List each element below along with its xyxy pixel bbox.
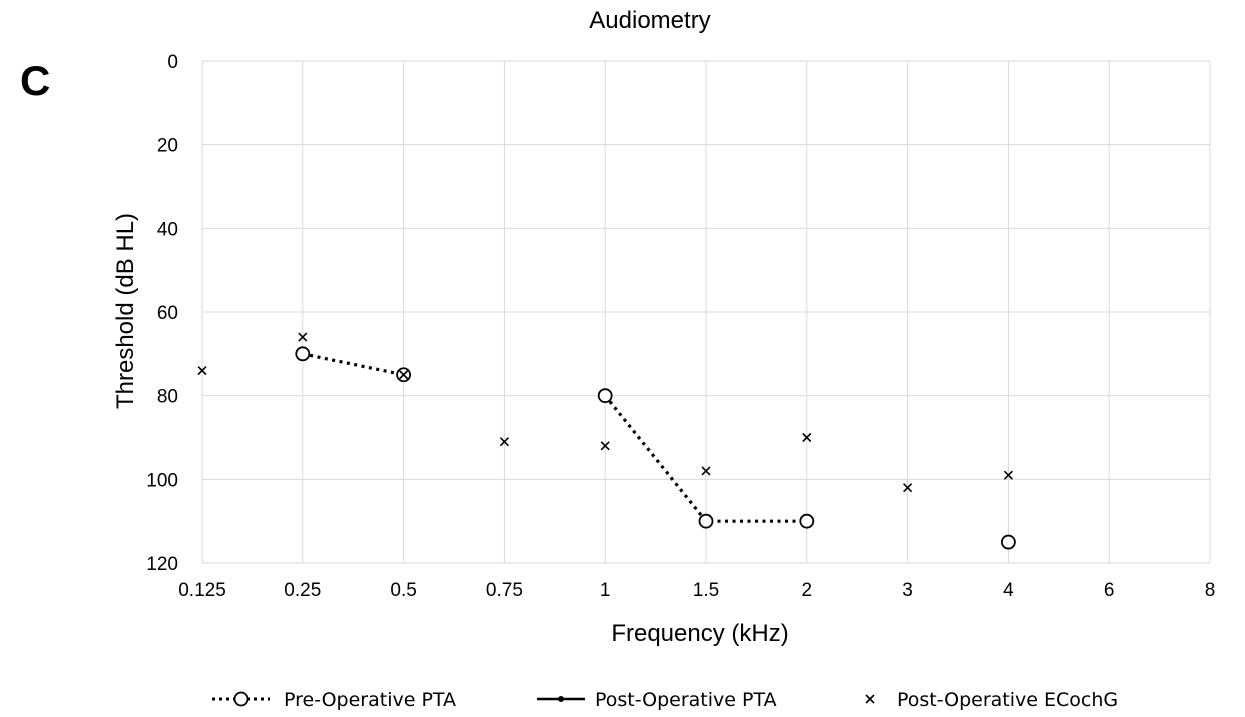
pre-op-pta-point <box>698 513 714 529</box>
x-tick-label: 0.5 <box>390 580 416 601</box>
ecochg-point <box>903 483 913 493</box>
pre-op-pta-line <box>603 394 807 523</box>
y-tick-label: 0 <box>167 52 178 73</box>
legend-swatch-marker <box>865 694 875 704</box>
ecochg-point <box>399 370 409 380</box>
x-tick-label: 8 <box>1205 580 1216 601</box>
legend-item-post-op-pta: Post-Operative PTA <box>537 689 777 711</box>
ecochg-point <box>802 432 812 443</box>
pre-op-pta-point <box>597 388 613 404</box>
x-tick-label: 4 <box>1003 580 1014 601</box>
x-axis-title: Frequency (kHz) <box>611 620 788 647</box>
legend: Pre-Operative PTA Post-Operative PTA Post-… <box>212 689 1118 711</box>
y-axis-title: Threshold (dB HL) <box>112 213 139 409</box>
series-lines <box>302 352 807 523</box>
y-tick-labels: 0 20 40 60 80 100 120 <box>146 52 178 575</box>
ecochg-point <box>1003 470 1013 480</box>
gridlines <box>201 60 1211 564</box>
y-tick-label: 80 <box>157 387 178 408</box>
legend-item-ecochg: Post-Operative ECochG <box>865 689 1118 711</box>
x-tick-label: 1.5 <box>693 580 719 601</box>
pre-op-pta-point <box>1001 534 1016 550</box>
x-tick-label: 0.125 <box>178 580 226 601</box>
legend-label: Post-Operative ECochG <box>897 689 1118 711</box>
ecochg-point <box>600 441 610 451</box>
legend-swatch-marker <box>233 691 249 707</box>
pre-op-pta-line <box>302 352 404 377</box>
pre-op-pta-point <box>799 513 815 529</box>
chart-title: Audiometry <box>589 7 710 34</box>
y-tick-label: 120 <box>146 554 178 575</box>
pre-op-pta-point <box>295 346 311 362</box>
series-markers <box>197 332 1016 550</box>
x-tick-label: 3 <box>902 580 913 601</box>
x-tick-label: 1 <box>600 580 611 601</box>
legend-swatch-marker <box>558 696 564 702</box>
legend-label: Post-Operative PTA <box>595 689 777 711</box>
y-tick-label: 100 <box>146 470 178 491</box>
ecochg-point <box>499 437 509 447</box>
x-tick-labels: 0.125 0.25 0.5 0.75 1 1.5 2 3 4 6 8 <box>178 580 1215 601</box>
x-tick-label: 6 <box>1104 580 1115 601</box>
ecochg-point <box>298 332 308 342</box>
legend-label: Pre-Operative PTA <box>284 689 456 711</box>
legend-item-pre-op-pta: Pre-Operative PTA <box>212 689 456 711</box>
ecochg-point <box>701 466 711 476</box>
panel-label: C <box>20 57 50 104</box>
x-tick-label: 0.25 <box>284 580 321 601</box>
ecochg-point <box>197 366 207 376</box>
y-tick-label: 40 <box>157 219 178 240</box>
x-tick-label: 2 <box>802 580 813 601</box>
y-tick-label: 20 <box>157 136 178 157</box>
y-tick-label: 60 <box>157 303 178 324</box>
x-tick-label: 0.75 <box>486 580 523 601</box>
